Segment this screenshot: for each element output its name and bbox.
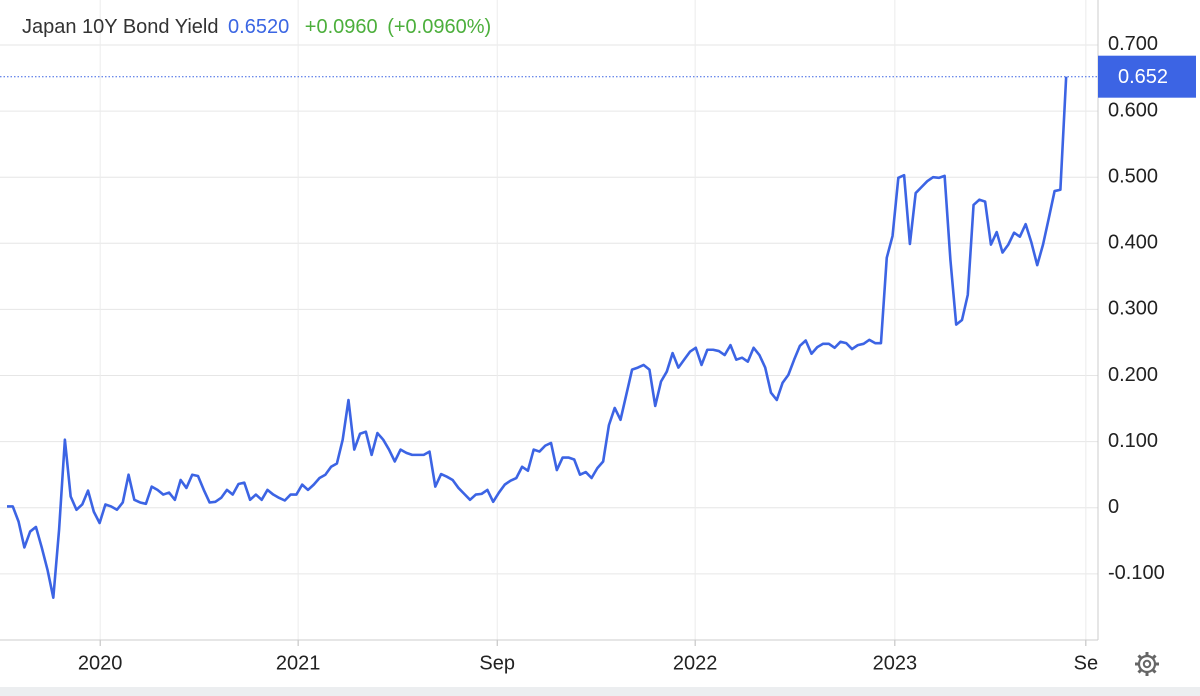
y-tick-label: 0.300 — [1108, 298, 1158, 320]
x-tick-label: Sep — [479, 652, 515, 674]
last-value-tag — [1098, 55, 1196, 98]
x-tick-label: Se — [1074, 652, 1098, 674]
y-tick-label: 0 — [1108, 496, 1119, 518]
gear-hub — [1142, 659, 1152, 669]
gear-ring — [1137, 654, 1157, 674]
chart-title: Japan 10Y Bond Yield — [22, 16, 219, 38]
y-tick-label: 0.100 — [1108, 430, 1158, 452]
grid — [0, 0, 1098, 640]
change-percent: (+0.0960%) — [387, 16, 492, 38]
gear-teeth — [1135, 652, 1159, 676]
series-line — [7, 76, 1068, 599]
y-tick-label: -0.100 — [1108, 562, 1165, 584]
y-tick-label: 0.400 — [1108, 232, 1158, 254]
x-tick-label: 2021 — [276, 652, 321, 674]
y-tick-label: 0.600 — [1108, 99, 1158, 121]
y-tick-label: 0.200 — [1108, 364, 1158, 386]
y-tick-label: 0.700 — [1108, 33, 1158, 55]
last-value-label: 0.652 — [1118, 66, 1168, 88]
x-tick-label: 2023 — [873, 652, 918, 674]
y-tick-label: 0.500 — [1108, 165, 1158, 187]
x-tick-label: 2022 — [673, 652, 718, 674]
change: +0.0960 — [304, 16, 378, 38]
last-value: 0.6520 — [228, 16, 290, 38]
footer-bar — [0, 687, 1200, 696]
chart-header: Japan 10Y Bond Yield 0.6520 +0.0960 (+0.… — [22, 16, 491, 39]
x-tick-label: 2020 — [78, 652, 123, 674]
settings-icon[interactable] — [1135, 652, 1159, 676]
